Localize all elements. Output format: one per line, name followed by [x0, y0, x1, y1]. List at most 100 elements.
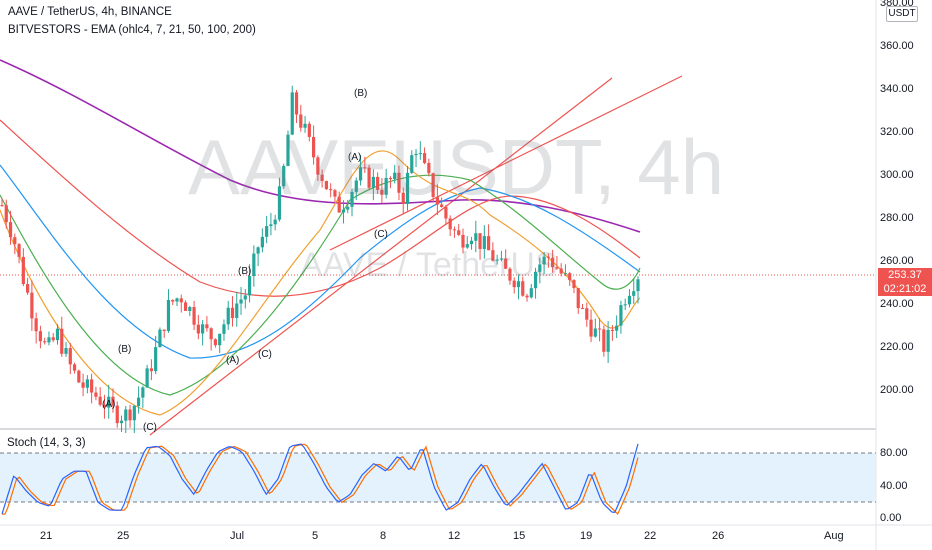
candle-body[interactable]	[508, 268, 512, 281]
candle-body[interactable]	[260, 236, 264, 248]
candle-body[interactable]	[632, 291, 636, 296]
currency-button[interactable]: USDT	[886, 6, 918, 22]
ema-50-line[interactable]	[0, 164, 641, 359]
candle-body[interactable]	[290, 92, 294, 135]
candle-body[interactable]	[201, 324, 205, 334]
candle-body[interactable]	[85, 379, 89, 388]
candle-body[interactable]	[269, 224, 273, 227]
candle-body[interactable]	[30, 292, 34, 319]
candle-body[interactable]	[401, 192, 405, 204]
trendline-steep[interactable]	[149, 77, 613, 436]
candle-body[interactable]	[478, 233, 482, 249]
candle-body[interactable]	[286, 134, 290, 166]
candle-body[interactable]	[179, 298, 183, 303]
candle-body[interactable]	[487, 236, 491, 251]
candle-body[interactable]	[559, 268, 563, 274]
candle-body[interactable]	[542, 256, 546, 265]
ema-200-line[interactable]	[0, 59, 641, 233]
candle-body[interactable]	[222, 324, 226, 334]
candle-body[interactable]	[60, 328, 64, 354]
candle-body[interactable]	[627, 295, 632, 305]
candle-body[interactable]	[98, 396, 102, 405]
candle-body[interactable]	[435, 196, 439, 205]
candle-body[interactable]	[196, 324, 200, 334]
candle-body[interactable]	[175, 298, 179, 302]
candle-body[interactable]	[166, 300, 171, 331]
candle-body[interactable]	[512, 280, 516, 288]
candle-body[interactable]	[388, 177, 393, 180]
candle-body[interactable]	[551, 257, 555, 268]
ema-100-line[interactable]	[0, 119, 641, 297]
candle-body[interactable]	[568, 273, 572, 281]
candlestick-series[interactable]	[0, 85, 640, 434]
candle-body[interactable]	[367, 167, 371, 188]
candle-body[interactable]	[141, 387, 145, 398]
candle-body[interactable]	[580, 308, 585, 310]
candle-body[interactable]	[563, 273, 568, 275]
candle-body[interactable]	[243, 295, 247, 300]
candle-body[interactable]	[4, 205, 8, 223]
candle-body[interactable]	[623, 304, 627, 306]
candle-body[interactable]	[171, 300, 175, 302]
candle-body[interactable]	[610, 329, 614, 331]
candle-body[interactable]	[329, 189, 333, 191]
candle-body[interactable]	[363, 167, 367, 169]
candle-body[interactable]	[0, 205, 4, 207]
candle-body[interactable]	[158, 329, 162, 348]
candle-body[interactable]	[47, 337, 51, 343]
candle-body[interactable]	[431, 173, 435, 197]
candle-body[interactable]	[465, 244, 469, 248]
candle-body[interactable]	[205, 324, 209, 329]
candle-body[interactable]	[538, 264, 542, 272]
candle-body[interactable]	[90, 379, 94, 393]
candle-body[interactable]	[495, 259, 499, 261]
candle-body[interactable]	[324, 180, 329, 190]
candle-body[interactable]	[218, 333, 222, 346]
candle-body[interactable]	[273, 219, 277, 225]
candle-body[interactable]	[452, 229, 457, 231]
candle-body[interactable]	[422, 153, 427, 164]
candle-body[interactable]	[371, 176, 375, 188]
candle-body[interactable]	[619, 305, 623, 326]
candle-body[interactable]	[299, 114, 303, 128]
candle-body[interactable]	[615, 325, 619, 331]
candle-body[interactable]	[132, 405, 136, 421]
candle-body[interactable]	[124, 409, 128, 421]
candle-body[interactable]	[55, 328, 60, 341]
candle-body[interactable]	[226, 307, 230, 325]
stoch-k-line[interactable]	[1, 443, 639, 515]
candle-body[interactable]	[585, 308, 589, 320]
candle-body[interactable]	[72, 364, 77, 371]
candle-body[interactable]	[474, 233, 478, 241]
candle-body[interactable]	[64, 348, 68, 354]
candle-body[interactable]	[597, 328, 602, 330]
candle-body[interactable]	[358, 167, 363, 181]
candle-body[interactable]	[102, 404, 107, 408]
candle-body[interactable]	[525, 295, 529, 298]
candle-body[interactable]	[115, 405, 119, 424]
candle-body[interactable]	[576, 288, 580, 309]
candle-body[interactable]	[294, 92, 299, 115]
candle-body[interactable]	[354, 180, 358, 192]
candle-body[interactable]	[593, 328, 597, 337]
symbol-legend[interactable]: AAVE / TetherUS, 4h, BINANCE	[8, 6, 172, 18]
candle-body[interactable]	[333, 190, 337, 197]
candle-body[interactable]	[320, 174, 324, 181]
candle-body[interactable]	[68, 348, 72, 365]
candle-body[interactable]	[26, 284, 30, 293]
candle-body[interactable]	[8, 222, 13, 238]
stoch-legend[interactable]: Stoch (14, 3, 3)	[7, 437, 86, 449]
candle-body[interactable]	[572, 280, 576, 289]
candle-body[interactable]	[316, 157, 320, 175]
candle-body[interactable]	[444, 207, 448, 219]
candle-body[interactable]	[397, 172, 401, 193]
candle-body[interactable]	[469, 240, 474, 245]
candle-body[interactable]	[77, 370, 81, 383]
candle-body[interactable]	[235, 303, 239, 319]
candle-body[interactable]	[606, 329, 610, 352]
candle-body[interactable]	[265, 226, 269, 237]
candle-body[interactable]	[546, 256, 550, 258]
candle-body[interactable]	[192, 307, 196, 325]
candle-body[interactable]	[119, 420, 124, 424]
